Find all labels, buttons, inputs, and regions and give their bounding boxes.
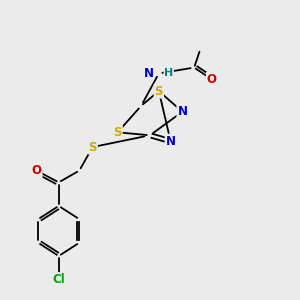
Text: O: O bbox=[207, 73, 217, 86]
Text: N: N bbox=[177, 105, 188, 118]
Text: H: H bbox=[164, 68, 173, 78]
Text: N: N bbox=[166, 135, 176, 148]
Text: N: N bbox=[143, 67, 154, 80]
Text: Cl: Cl bbox=[52, 273, 65, 286]
Text: S: S bbox=[88, 141, 97, 154]
Text: S: S bbox=[113, 126, 122, 139]
Text: O: O bbox=[32, 164, 42, 177]
Text: S: S bbox=[154, 85, 163, 98]
